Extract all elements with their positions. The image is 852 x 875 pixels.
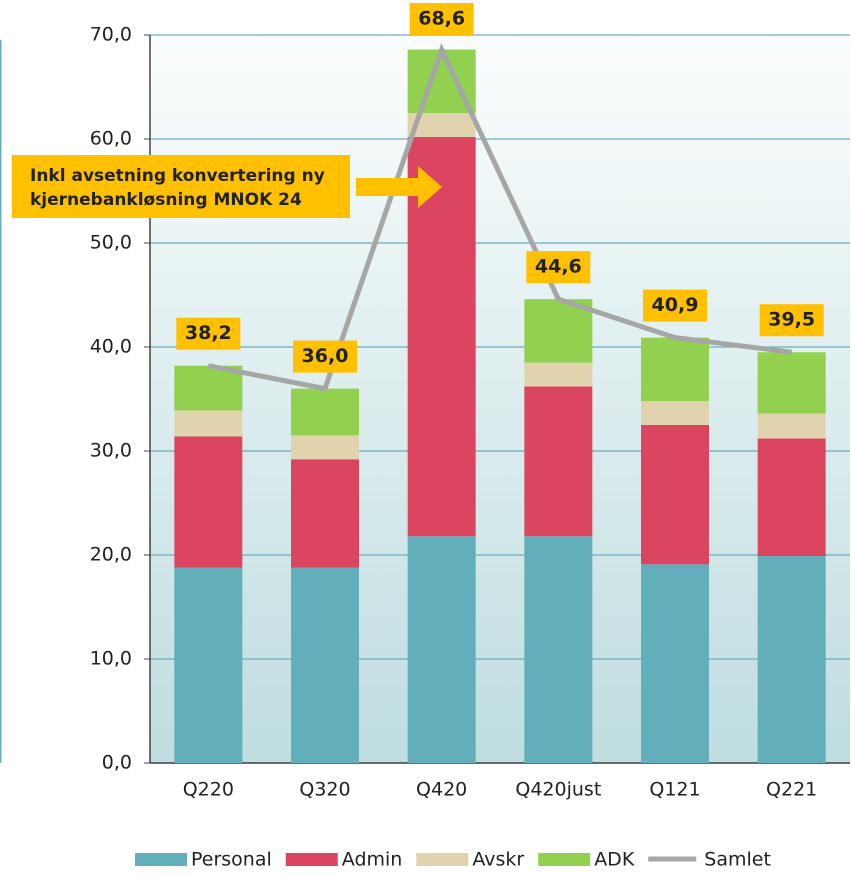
value-label: 40,9 [643,289,707,322]
x-tick-label: Q121 [649,779,700,801]
legend-label: ADK [594,849,635,871]
bar [757,556,826,763]
legend-swatch [285,853,338,866]
value-label-text: 68,6 [418,8,465,30]
value-label: 38,2 [176,317,241,350]
bar [757,438,826,557]
bar [757,413,826,439]
legend-swatch [135,853,187,866]
annotation-arrow [356,166,442,208]
y-tick-label: 70,0 [90,24,132,46]
value-label: 68,6 [409,3,474,35]
bar [641,401,709,425]
line [207,42,792,392]
legend-swatch [538,853,591,866]
bar [757,352,826,414]
bar [641,564,709,763]
y-tick-label: 0,0 [102,752,132,774]
bar [641,425,709,565]
annotation-box [12,155,350,218]
value-label: 39,5 [759,304,824,337]
plot-area [150,35,850,763]
annotation-text: Inkl avsetning konvertering ny [30,166,325,186]
value-label-box [293,340,357,373]
value-label-box [643,289,707,322]
value-label-text: 38,2 [185,322,232,344]
y-tick-label: 50,0 [90,232,132,254]
bar [174,567,243,763]
legend-label: Avskr [472,849,524,871]
y-tick-label: 60,0 [90,128,132,150]
y-tick-label: 10,0 [90,648,132,670]
value-label-box [176,317,241,350]
value-label-box [526,251,591,284]
x-tick-label: Q220 [183,779,234,801]
value-label-text: 36,0 [302,345,349,367]
legend-label: Admin [342,849,403,871]
value-label-box [409,3,474,35]
bar [524,362,593,387]
value-label-box [759,304,824,337]
legend-swatch [416,853,469,866]
value-label-text: 40,9 [652,294,699,316]
x-tick-label: Q420 [416,779,467,801]
x-tick-label: Q420just [515,779,601,801]
bar [174,365,243,411]
bar [174,436,243,568]
bar [524,536,593,763]
value-label-text: 44,6 [535,256,582,278]
bar [291,459,359,568]
value-label: 36,0 [293,340,357,373]
bar [291,567,359,763]
bar [407,136,476,537]
bar [524,386,593,537]
bar [407,536,476,763]
value-label: 44,6 [526,251,591,284]
bar [407,113,476,137]
bar [291,435,359,460]
x-tick-label: Q221 [766,779,817,801]
annotation-text: kjernebankløsning MNOK 24 [30,190,302,210]
y-tick-label: 20,0 [90,544,132,566]
legend-label: Samlet [704,849,771,871]
bar [641,337,709,402]
legend-label: Personal [191,849,272,871]
bar [291,388,359,436]
y-tick-label: 40,0 [90,336,132,358]
y-tick-label: 30,0 [90,440,132,462]
bar [524,299,593,363]
bar [174,410,243,437]
value-label-text: 39,5 [768,309,815,331]
x-tick-label: Q320 [299,779,350,801]
